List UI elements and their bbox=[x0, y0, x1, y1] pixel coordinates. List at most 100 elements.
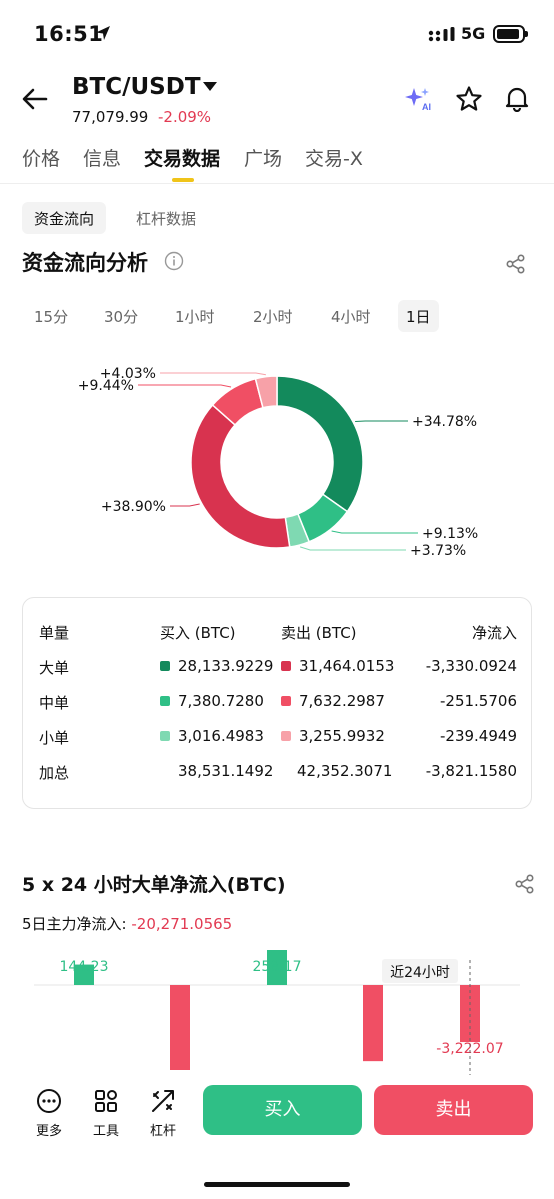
subtab-leverage-data[interactable]: 杠杆数据 bbox=[136, 210, 197, 228]
tools-grid-icon bbox=[95, 1090, 117, 1112]
netflow-bar-label: 258.17 bbox=[253, 959, 302, 975]
table-header-row: 单量 买入 (BTC) 卖出 (BTC) 净流入 bbox=[23, 622, 533, 646]
leverage-label: 杠杆 bbox=[149, 1124, 176, 1139]
sell-color-swatch bbox=[281, 731, 291, 741]
info-icon[interactable] bbox=[164, 251, 184, 271]
donut-leader-line bbox=[138, 384, 232, 388]
donut-slice bbox=[276, 375, 364, 513]
tools-label: 工具 bbox=[92, 1124, 119, 1139]
tab-trading-x[interactable]: 交易-X bbox=[305, 148, 363, 170]
summary-value: -20,271.0565 bbox=[131, 915, 233, 933]
net-value: -3,330.0924 bbox=[425, 657, 517, 675]
netflow-bar bbox=[363, 985, 383, 1062]
netflow-bar-chart: 144.23 258.17 -3,222.07 近24小时 bbox=[34, 950, 520, 1075]
sell-color-swatch bbox=[281, 696, 291, 706]
tab-info[interactable]: 信息 bbox=[83, 148, 122, 170]
sell-value: 3,255.9932 bbox=[281, 727, 385, 745]
bottom-action-bar: 更多 工具 杠杆 买入 卖出 bbox=[0, 1076, 554, 1199]
trading-pair-title[interactable]: BTC/USDT bbox=[72, 74, 201, 100]
donut-slice-label: +9.44% bbox=[78, 378, 134, 394]
buy-total: 38,531.1492 bbox=[178, 762, 274, 780]
table-row: 小单 3,016.4983 3,255.9932 -239.4949 bbox=[23, 727, 533, 751]
sell-color-swatch bbox=[281, 661, 291, 671]
donut-slice bbox=[254, 375, 278, 409]
chevron-down-icon[interactable] bbox=[203, 82, 217, 92]
period-4h[interactable]: 4小时 bbox=[331, 308, 371, 326]
row-name: 大单 bbox=[39, 659, 70, 677]
status-time: 16:51 bbox=[34, 22, 104, 46]
col-header-net: 净流入 bbox=[471, 624, 517, 642]
sell-value: 31,464.0153 bbox=[281, 657, 394, 675]
last24h-label: 近24小时 bbox=[390, 965, 450, 981]
donut-slice-label: +4.03% bbox=[100, 366, 156, 382]
svg-text:AI: AI bbox=[422, 102, 431, 112]
sell-total: 42,352.3071 bbox=[297, 762, 393, 780]
share-icon[interactable] bbox=[505, 253, 527, 275]
sell-button[interactable]: 卖出 bbox=[374, 1085, 533, 1135]
fund-flow-title: 资金流向分析 bbox=[22, 251, 148, 275]
back-arrow-icon[interactable] bbox=[20, 86, 50, 112]
period-1d[interactable]: 1日 bbox=[398, 300, 439, 332]
more-label: 更多 bbox=[35, 1124, 62, 1139]
donut-leader-line bbox=[331, 530, 418, 534]
donut-slice-label: +38.90% bbox=[101, 499, 166, 515]
donut-slice-label: +3.73% bbox=[410, 543, 466, 559]
donut-leader-line bbox=[170, 503, 200, 507]
leverage-arrows-icon bbox=[152, 1090, 174, 1112]
fund-flow-donut-chart: +34.78% +9.13%+3.73% +38.90% +9.44%+4.03% bbox=[78, 366, 478, 559]
net-value: -251.5706 bbox=[440, 692, 517, 710]
donut-slice-label: +34.78% bbox=[412, 414, 477, 430]
table-row: 大单 28,133.9229 31,464.0153 -3,330.0924 bbox=[23, 657, 533, 681]
more-button[interactable]: 更多 bbox=[29, 1088, 69, 1139]
tools-button[interactable]: 工具 bbox=[86, 1088, 126, 1139]
table-row: 中单 7,380.7280 7,632.2987 -251.5706 bbox=[23, 692, 533, 716]
leverage-button[interactable]: 杠杆 bbox=[143, 1088, 183, 1139]
buy-button[interactable]: 买入 bbox=[203, 1085, 362, 1135]
netflow-bar bbox=[170, 985, 190, 1070]
more-icon bbox=[37, 1089, 61, 1113]
netflow-bar bbox=[460, 985, 480, 1043]
tab-square[interactable]: 广场 bbox=[244, 148, 283, 170]
netflow-bar bbox=[74, 964, 94, 985]
share-icon[interactable] bbox=[514, 873, 536, 895]
active-tab-indicator bbox=[172, 178, 194, 182]
main-tabs: 价格 信息 交易数据 广场 交易-X bbox=[0, 142, 554, 184]
period-1h[interactable]: 1小时 bbox=[175, 308, 215, 326]
ai-sparkle-icon[interactable]: AI bbox=[403, 86, 433, 112]
net-value: -239.4949 bbox=[440, 727, 517, 745]
col-header-size: 单量 bbox=[39, 624, 70, 642]
buy-value: 7,380.7280 bbox=[160, 692, 264, 710]
buy-color-swatch bbox=[160, 661, 170, 671]
large-order-netflow-title: 5 x 24 小时大单净流入(BTC) bbox=[22, 874, 286, 896]
buy-value: 3,016.4983 bbox=[160, 727, 264, 745]
notification-bell-icon[interactable] bbox=[503, 84, 531, 112]
battery-icon bbox=[493, 25, 528, 43]
period-15m[interactable]: 15分 bbox=[34, 308, 69, 326]
netflow-bar bbox=[267, 950, 287, 985]
last24h-tag bbox=[382, 959, 458, 983]
donut-leader-line bbox=[160, 372, 266, 376]
table-total-row: 加总 38,531.1492 42,352.3071 -3,821.1580 bbox=[23, 762, 533, 786]
row-name: 小单 bbox=[39, 729, 70, 747]
tab-trading-data[interactable]: 交易数据 bbox=[144, 148, 221, 170]
summary-label: 5日主力净流入: bbox=[22, 915, 127, 933]
fund-flow-table: 单量 买入 (BTC) 卖出 (BTC) 净流入 大单 28,133.9229 … bbox=[22, 597, 532, 809]
net-total: -3,821.1580 bbox=[425, 762, 517, 780]
row-name: 加总 bbox=[39, 764, 70, 782]
row-name: 中单 bbox=[39, 694, 70, 712]
network-type: 5G bbox=[461, 24, 486, 43]
cellular-signal-icon bbox=[428, 27, 455, 42]
price-change: -2.09% bbox=[158, 108, 212, 126]
donut-slice bbox=[190, 403, 291, 549]
favorite-star-icon[interactable] bbox=[455, 85, 483, 113]
tab-price[interactable]: 价格 bbox=[22, 148, 61, 170]
status-bar: 16:51 5G bbox=[0, 0, 554, 70]
subtab-fund-flow[interactable]: 资金流向 bbox=[22, 202, 107, 234]
five-day-netflow-summary: 5日主力净流入: -20,271.0565 bbox=[22, 913, 232, 934]
last-price: 77,079.99 bbox=[72, 108, 149, 126]
period-30m[interactable]: 30分 bbox=[104, 308, 139, 326]
netflow-bar-label: -3,222.07 bbox=[436, 1041, 503, 1057]
donut-leader-line bbox=[299, 546, 406, 551]
period-2h[interactable]: 2小时 bbox=[253, 308, 293, 326]
home-indicator bbox=[204, 1182, 350, 1187]
